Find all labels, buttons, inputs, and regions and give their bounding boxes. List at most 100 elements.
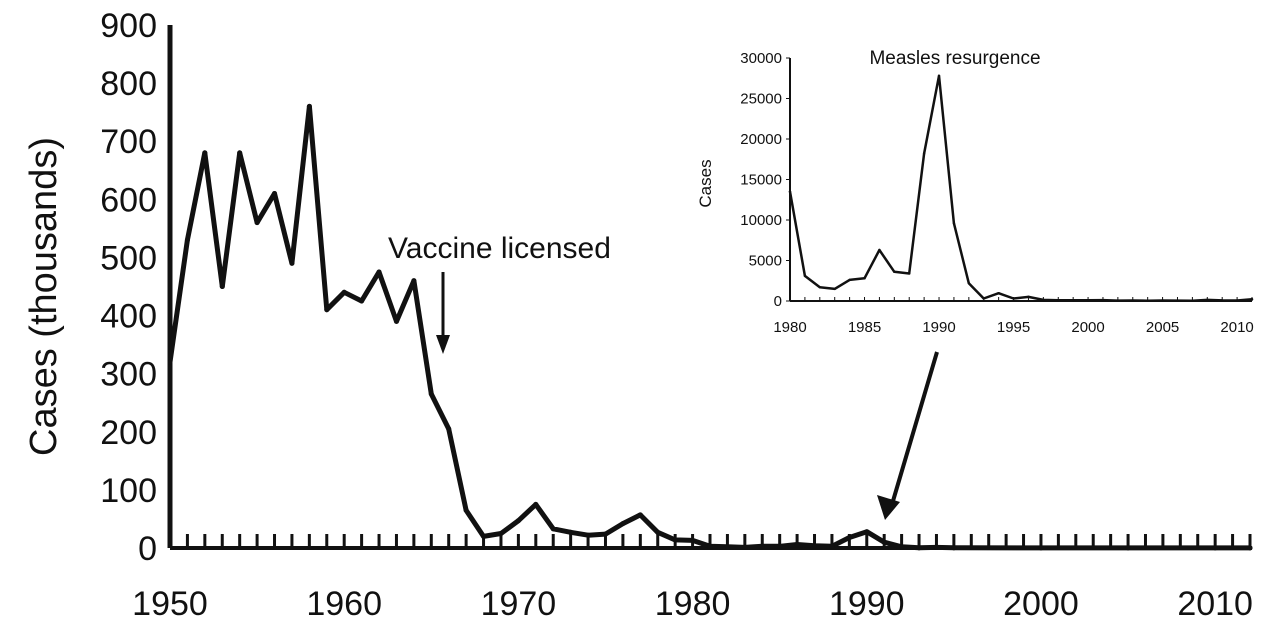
data-point bbox=[306, 103, 312, 109]
inset-x-tick-label: 1985 bbox=[848, 319, 881, 336]
inset-data-point bbox=[997, 291, 1000, 295]
inset-y-tick-label: 5000 bbox=[749, 253, 782, 270]
inset-data-point bbox=[1027, 295, 1030, 299]
inset-data-point bbox=[878, 248, 881, 252]
data-point bbox=[237, 150, 243, 156]
data-point bbox=[254, 220, 260, 226]
y-axis-title: Cases (thousands) bbox=[23, 137, 65, 456]
data-point bbox=[498, 530, 504, 536]
data-point bbox=[864, 529, 870, 535]
y-tick-label: 400 bbox=[100, 298, 157, 336]
x-tick-label: 2010 bbox=[1177, 585, 1253, 623]
data-point bbox=[881, 539, 887, 545]
data-point bbox=[341, 289, 347, 295]
x-tick-label: 1990 bbox=[829, 585, 905, 623]
data-point bbox=[550, 526, 556, 532]
main-chart: 1950 1960 1970 1980 1990 2000 2010 0 100 200 300 40… bbox=[23, 7, 1253, 623]
data-point bbox=[620, 521, 626, 527]
data-point bbox=[219, 284, 225, 289]
inset-y-tick-label: 0 bbox=[774, 293, 782, 310]
data-point bbox=[759, 543, 765, 549]
inset-data-point bbox=[922, 152, 926, 155]
inset-x-tick-label: 1980 bbox=[773, 319, 806, 336]
inset-y-tick-label: 15000 bbox=[740, 172, 782, 189]
x-tick-label: 2000 bbox=[1003, 585, 1079, 623]
data-point bbox=[690, 537, 696, 543]
inset-data-point bbox=[937, 74, 941, 78]
data-point bbox=[916, 545, 922, 551]
y-tick-label: 100 bbox=[100, 472, 157, 510]
y-tick-label: 600 bbox=[100, 181, 157, 219]
data-point bbox=[324, 307, 330, 313]
data-point bbox=[463, 507, 469, 513]
data-point bbox=[794, 542, 800, 548]
data-point bbox=[515, 518, 521, 524]
data-point bbox=[637, 512, 643, 518]
inset-data-point bbox=[982, 297, 985, 300]
y-tick-label: 700 bbox=[100, 123, 157, 161]
data-point bbox=[184, 237, 190, 243]
data-point bbox=[951, 545, 957, 551]
data-point bbox=[933, 544, 939, 550]
data-point bbox=[846, 535, 852, 541]
data-point bbox=[202, 150, 208, 156]
inset-data-point bbox=[1235, 299, 1239, 302]
inset-title: Measles resurgence bbox=[869, 48, 1040, 69]
annotations: Vaccine licensed bbox=[388, 232, 939, 520]
y-tick-label: 800 bbox=[100, 65, 157, 103]
y-tick-label: 900 bbox=[100, 7, 157, 45]
data-point bbox=[272, 191, 278, 197]
inset-y-tick-label: 25000 bbox=[740, 91, 782, 108]
inset-x-tick-label: 1995 bbox=[997, 319, 1030, 336]
inset-data-point bbox=[1042, 298, 1045, 302]
inset-data-point bbox=[893, 270, 896, 274]
inset-data-point bbox=[967, 281, 971, 285]
inset-y-tick-label: 30000 bbox=[740, 50, 782, 67]
x-tick-label: 1970 bbox=[481, 585, 557, 623]
data-point bbox=[707, 543, 713, 549]
inset-data-point bbox=[833, 287, 836, 291]
inset-y-axis-title: Cases bbox=[696, 159, 715, 207]
data-point bbox=[376, 269, 382, 275]
vaccine-licensed-label: Vaccine licensed bbox=[388, 232, 611, 265]
vaccine-arrow-head bbox=[436, 335, 450, 354]
inset-x-tick-label: 2000 bbox=[1071, 319, 1104, 336]
y-tick-label: 200 bbox=[100, 414, 157, 452]
data-point bbox=[1247, 545, 1253, 551]
data-point bbox=[1038, 545, 1044, 551]
data-point bbox=[533, 501, 539, 507]
inset-data-point bbox=[848, 278, 851, 282]
resurgence-arrow-head bbox=[877, 495, 900, 520]
data-point bbox=[655, 529, 661, 535]
inset-x-tick-label: 1990 bbox=[922, 319, 955, 336]
data-point bbox=[446, 426, 452, 432]
inset-data-point bbox=[1176, 299, 1179, 302]
y-tick-label: 500 bbox=[100, 239, 157, 277]
x-tick-label: 1960 bbox=[306, 585, 382, 623]
data-point bbox=[602, 531, 608, 537]
series-line bbox=[167, 103, 1253, 551]
data-point bbox=[393, 318, 399, 324]
data-point bbox=[359, 298, 365, 304]
inset-data-point bbox=[788, 190, 792, 193]
inset-data-point bbox=[1220, 299, 1224, 302]
inset-data-point bbox=[1116, 299, 1120, 302]
y-tick-label: 300 bbox=[100, 356, 157, 394]
data-point bbox=[899, 544, 905, 550]
inset-data-point bbox=[952, 222, 956, 225]
data-point bbox=[672, 537, 678, 543]
data-point bbox=[724, 544, 730, 550]
inset-series-line bbox=[788, 74, 1254, 302]
data-point bbox=[585, 532, 591, 538]
inset-data-point bbox=[1071, 298, 1075, 302]
data-point bbox=[1125, 545, 1131, 551]
inset-y-tick-label: 10000 bbox=[740, 212, 782, 229]
y-tick-label: 0 bbox=[138, 530, 157, 568]
inset-data-point bbox=[908, 272, 911, 275]
inset-data-point bbox=[1101, 298, 1105, 302]
data-point bbox=[428, 391, 434, 397]
resurgence-arrow-shaft bbox=[891, 351, 939, 502]
data-point bbox=[568, 529, 574, 535]
